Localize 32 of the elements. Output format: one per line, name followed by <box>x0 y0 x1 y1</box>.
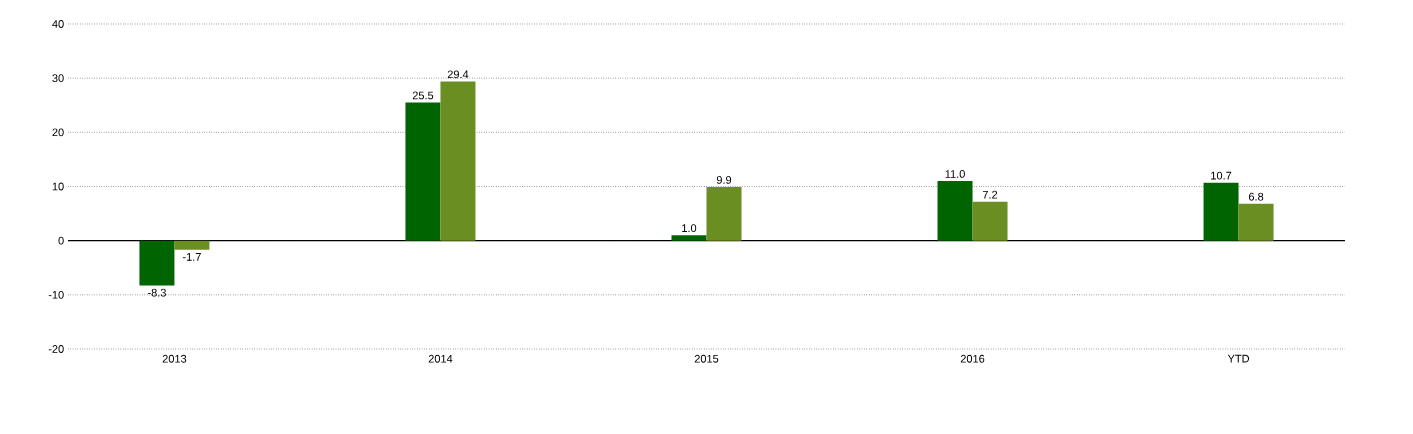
bar <box>937 181 973 241</box>
data-label: 6.8 <box>1248 192 1264 201</box>
x-tick-label: 2014 <box>428 354 453 363</box>
y-tick-label: 30 <box>52 74 64 83</box>
bar <box>440 81 476 241</box>
bar <box>706 187 742 241</box>
data-label: -1.7 <box>182 253 201 261</box>
data-label: -8.3 <box>147 288 166 297</box>
bar <box>671 235 707 241</box>
bar <box>972 201 1008 241</box>
data-label: 25.5 <box>412 91 434 100</box>
data-label: 9.9 <box>716 176 732 184</box>
y-tick-label: -10 <box>48 290 64 299</box>
y-tick-label: -20 <box>48 345 64 353</box>
y-tick-label: 10 <box>52 182 64 191</box>
data-label: 11.0 <box>945 170 965 178</box>
y-tick-label: 0 <box>58 236 64 245</box>
bar <box>139 240 175 286</box>
y-tick-label: 20 <box>52 128 64 137</box>
bar <box>174 240 210 250</box>
bar <box>1203 182 1239 241</box>
bar <box>1238 203 1274 241</box>
y-tick-label: 40 <box>52 20 64 28</box>
data-label: 1.0 <box>682 224 697 233</box>
bar <box>405 102 441 241</box>
x-tick-label: 2016 <box>960 354 985 363</box>
x-tick-label: YTD <box>1227 354 1250 363</box>
x-tick-label: 2013 <box>162 354 187 363</box>
data-label: 10.7 <box>1211 171 1232 180</box>
data-label: 7.2 <box>982 190 998 199</box>
data-label: 29.4 <box>447 70 469 79</box>
x-tick-label: 2015 <box>694 354 719 363</box>
